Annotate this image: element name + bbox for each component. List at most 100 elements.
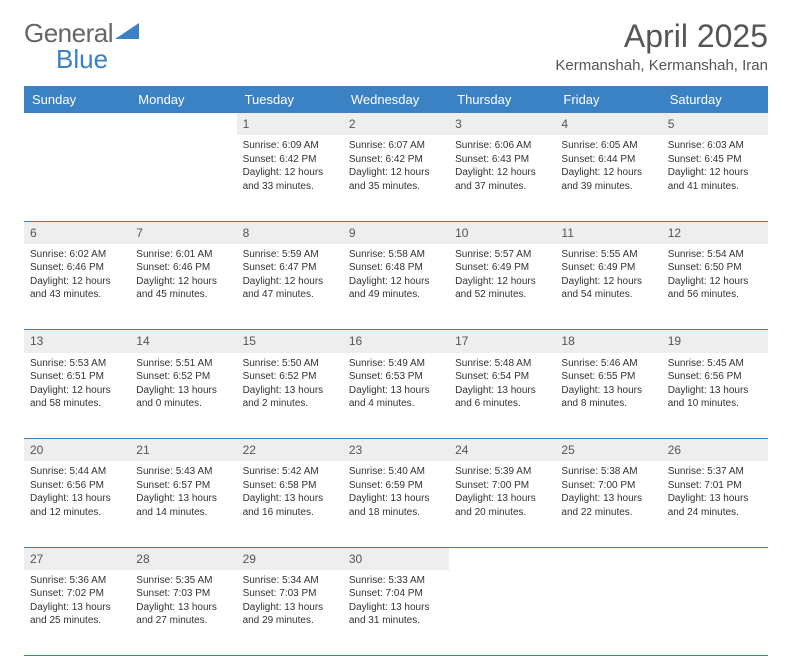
sunrise-value: 5:48 AM: [495, 358, 532, 369]
sunrise-value: 5:39 AM: [495, 466, 532, 477]
sunrise-value: 5:33 AM: [388, 575, 425, 586]
day-number-cell: 2: [343, 113, 449, 135]
day-detail-cell: Sunrise: 5:49 AMSunset: 6:53 PMDaylight:…: [343, 353, 449, 439]
calendar-table: Sunday Monday Tuesday Wednesday Thursday…: [24, 86, 768, 656]
daylight-label: Daylight:: [30, 602, 69, 613]
day-number-cell: 15: [237, 330, 343, 353]
daylight-line: Daylight: 12 hours and 43 minutes.: [30, 275, 124, 302]
sunrise-label: Sunrise:: [668, 358, 705, 369]
day-number-cell: 3: [449, 113, 555, 135]
day-detail-cell: Sunrise: 5:36 AMSunset: 7:02 PMDaylight:…: [24, 570, 130, 656]
sunrise-label: Sunrise:: [561, 140, 598, 151]
sunrise-line: Sunrise: 5:48 AM: [455, 357, 549, 371]
sunrise-label: Sunrise:: [243, 249, 280, 260]
day-number: 19: [668, 334, 681, 348]
day-detail-cell: Sunrise: 5:48 AMSunset: 6:54 PM Daylight:…: [449, 353, 555, 439]
day-number: 28: [136, 552, 149, 566]
day-number: 22: [243, 443, 256, 457]
sunrise-line: Sunrise: 5:39 AM: [455, 465, 549, 479]
sunrise-label: Sunrise:: [561, 358, 598, 369]
sunset-line: Sunset: 6:56 PM: [668, 370, 762, 384]
sunset-line: Sunset: 6:56 PM: [30, 479, 124, 493]
weekday-header: Friday: [555, 86, 661, 113]
daylight-line: Daylight: 13 hours and 2 minutes.: [243, 384, 337, 411]
day-number-cell: 14: [130, 330, 236, 353]
weekday-header: Saturday: [662, 86, 768, 113]
day-number-cell: 9: [343, 221, 449, 244]
daylight-line: Daylight: 12 hours and 39 minutes.: [561, 166, 655, 193]
sunrise-label: Sunrise:: [136, 249, 173, 260]
sunset-label: Sunset:: [455, 154, 489, 165]
day-detail-cell: Sunrise: 5:57 AMSunset: 6:49 PMDaylight:…: [449, 244, 555, 330]
sunset-line: Sunset: 6:47 PM: [243, 261, 337, 275]
sunset-value: 6:48 PM: [386, 262, 423, 273]
sunrise-label: Sunrise:: [30, 358, 67, 369]
day-number-cell: 10: [449, 221, 555, 244]
sunset-label: Sunset:: [349, 262, 383, 273]
sunset-label: Sunset:: [455, 371, 489, 382]
daylight-line: Daylight: 12 hours and 49 minutes.: [349, 275, 443, 302]
sunset-label: Sunset:: [668, 371, 702, 382]
daylight-label: Daylight:: [30, 385, 69, 396]
sunset-label: Sunset:: [136, 588, 170, 599]
sunset-line: Sunset: 6:48 PM: [349, 261, 443, 275]
day-detail-cell: [662, 570, 768, 656]
day-number: 12: [668, 226, 681, 240]
day-number-cell: [24, 113, 130, 135]
sunset-line: Sunset: 7:01 PM: [668, 479, 762, 493]
daylight-label: Daylight:: [455, 385, 494, 396]
daylight-line: Daylight: 12 hours and 47 minutes.: [243, 275, 337, 302]
day-number-cell: 25: [555, 439, 661, 462]
daylight-label: Daylight:: [349, 167, 388, 178]
daynum-row: 6789101112: [24, 221, 768, 244]
sunrise-label: Sunrise:: [349, 358, 386, 369]
day-number: 25: [561, 443, 574, 457]
day-number: 16: [349, 334, 362, 348]
sunrise-line: Sunrise: 5:53 AM: [30, 357, 124, 371]
sunrise-line: Sunrise: 5:57 AM: [455, 248, 549, 262]
sunset-label: Sunset:: [561, 154, 595, 165]
daylight-line: Daylight: 13 hours and 4 minutes.: [349, 384, 443, 411]
day-number-cell: 5: [662, 113, 768, 135]
day-number-cell: 30: [343, 547, 449, 570]
sunset-value: 6:45 PM: [704, 154, 741, 165]
sunrise-value: 5:49 AM: [388, 358, 425, 369]
day-number-cell: [130, 113, 236, 135]
sunrise-label: Sunrise:: [136, 466, 173, 477]
detail-row: Sunrise: 6:02 AMSunset: 6:46 PMDaylight:…: [24, 244, 768, 330]
day-detail-cell: Sunrise: 5:50 AMSunset: 6:52 PMDaylight:…: [237, 353, 343, 439]
day-detail-cell: Sunrise: 5:43 AMSunset: 6:57 PMDaylight:…: [130, 461, 236, 547]
sunset-value: 6:54 PM: [492, 371, 529, 382]
daylight-label: Daylight:: [349, 602, 388, 613]
day-detail-cell: Sunrise: 5:54 AMSunset: 6:50 PMDaylight:…: [662, 244, 768, 330]
sunrise-line: Sunrise: 5:49 AM: [349, 357, 443, 371]
sunrise-label: Sunrise:: [30, 466, 67, 477]
sunset-label: Sunset:: [243, 588, 277, 599]
sunset-value: 6:52 PM: [173, 371, 210, 382]
sunset-value: 6:49 PM: [492, 262, 529, 273]
daylight-line: Daylight: 13 hours and 16 minutes.: [243, 492, 337, 519]
sunrise-line: Sunrise: 5:38 AM: [561, 465, 655, 479]
daylight-line: Daylight: 13 hours and 14 minutes.: [136, 492, 230, 519]
sunrise-label: Sunrise:: [243, 466, 280, 477]
day-number-cell: [449, 547, 555, 570]
weekday-header: Monday: [130, 86, 236, 113]
day-number-cell: 7: [130, 221, 236, 244]
sunset-line: Sunset: 6:52 PM: [136, 370, 230, 384]
sunrise-value: 6:03 AM: [707, 140, 744, 151]
sunset-label: Sunset:: [243, 480, 277, 491]
sunrise-value: 5:53 AM: [69, 358, 106, 369]
sunrise-label: Sunrise:: [455, 466, 492, 477]
day-detail-cell: [449, 570, 555, 656]
daylight-label: Daylight:: [455, 167, 494, 178]
sunrise-value: 5:59 AM: [282, 249, 319, 260]
daylight-label: Daylight:: [243, 385, 282, 396]
day-number: 2: [349, 117, 356, 131]
sunset-label: Sunset:: [30, 262, 64, 273]
daylight-label: Daylight:: [668, 167, 707, 178]
daylight-label: Daylight:: [243, 276, 282, 287]
logo-word2: Blue: [56, 44, 108, 75]
sunrise-line: Sunrise: 5:51 AM: [136, 357, 230, 371]
weekday-header: Wednesday: [343, 86, 449, 113]
sunrise-value: 5:43 AM: [176, 466, 213, 477]
